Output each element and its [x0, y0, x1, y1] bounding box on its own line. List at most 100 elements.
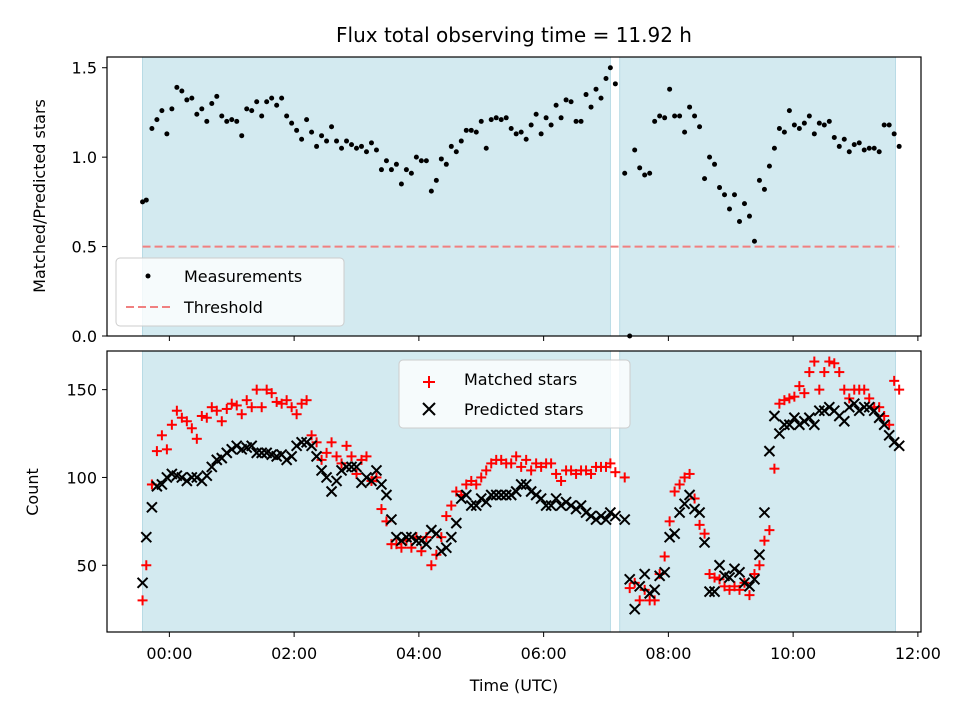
- y-tick-label: 0.0: [72, 327, 97, 346]
- predicted-star-point: [683, 489, 696, 501]
- measurement-point: [143, 197, 149, 203]
- predicted-star-point: [525, 485, 537, 498]
- measurement-point: [632, 147, 638, 153]
- matched-star-point: [516, 461, 527, 472]
- measurement-point: [259, 113, 265, 119]
- predicted-star-point: [360, 471, 373, 484]
- matched-star-point: [331, 451, 342, 462]
- measurement-point: [612, 81, 618, 87]
- measurement-point: [358, 143, 364, 149]
- predicted-star-point: [803, 412, 816, 424]
- matched-star-point: [669, 486, 680, 497]
- measurement-point: [538, 131, 544, 137]
- predicted-star-point: [668, 527, 681, 540]
- matched-star-point: [361, 451, 372, 462]
- measurement-point: [861, 147, 867, 153]
- matched-star-point: [166, 419, 177, 430]
- legend-measurements-marker: [145, 273, 151, 279]
- legend-matched-label: Matched stars: [464, 370, 577, 389]
- predicted-star-point: [763, 445, 776, 457]
- measurement-point: [299, 136, 305, 142]
- matched-star-point: [216, 416, 227, 427]
- top-panel-frame: [106, 56, 922, 337]
- predicted-star-point: [410, 534, 423, 547]
- measurement-point: [264, 99, 270, 105]
- measurement-point: [761, 186, 767, 192]
- measurement-point: [791, 122, 797, 128]
- predicted-star-point: [455, 492, 467, 505]
- matched-star-point: [889, 375, 900, 386]
- y-tick-label: 100: [66, 468, 97, 487]
- measurement-point: [756, 177, 762, 183]
- matched-star-point: [859, 384, 870, 395]
- predicted-star-point: [708, 585, 721, 598]
- measurement-point: [826, 118, 832, 124]
- predicted-star-point: [315, 464, 328, 477]
- matched-star-point: [779, 395, 790, 406]
- matched-star-point: [819, 367, 830, 378]
- measurement-point: [657, 113, 663, 119]
- top-legend: Measurements Threshold: [115, 257, 345, 327]
- predicted-star-point: [285, 450, 298, 463]
- matched-star-point: [814, 384, 825, 395]
- measurement-point: [408, 170, 414, 176]
- measurement-point: [438, 156, 444, 162]
- predicted-star-point: [808, 419, 821, 431]
- matched-star-point: [316, 454, 327, 465]
- matched-star-point: [874, 402, 885, 413]
- predicted-star-point: [226, 443, 238, 456]
- predicted-star-point: [535, 492, 547, 505]
- predicted-star-point: [893, 440, 905, 452]
- matched-star-point: [799, 388, 810, 399]
- measurement-point: [528, 122, 534, 128]
- predicted-star-point: [181, 475, 193, 487]
- measurement-point: [741, 201, 747, 207]
- measurement-point: [174, 84, 180, 90]
- matched-star-point: [326, 437, 337, 448]
- measurement-point: [731, 192, 737, 198]
- predicted-star-point: [201, 469, 213, 482]
- measurement-point: [871, 145, 877, 151]
- measurement-point: [388, 167, 394, 173]
- matched-star-point: [137, 595, 148, 606]
- matched-star-point: [506, 458, 517, 469]
- matched-star-point: [610, 467, 621, 478]
- matched-star-point: [221, 403, 232, 414]
- matched-star-point: [161, 444, 172, 455]
- predicted-star-point: [723, 571, 736, 584]
- matched-star-point: [266, 388, 277, 399]
- predicted-star-point: [748, 573, 761, 586]
- predicted-star-point: [250, 447, 263, 459]
- predicted-star-point: [838, 415, 850, 427]
- matched-star-point: [684, 468, 695, 479]
- predicted-star-point: [883, 429, 895, 442]
- measurement-point: [149, 126, 155, 132]
- measurement-point: [274, 102, 280, 108]
- measurement-point: [249, 108, 255, 114]
- measurement-point: [234, 118, 240, 124]
- measurement-point: [398, 181, 404, 187]
- measurement-point: [164, 131, 170, 137]
- measurement-point: [563, 97, 569, 103]
- measurement-point: [279, 95, 285, 101]
- predicted-star-point: [515, 478, 527, 491]
- matched-star-point: [201, 412, 212, 423]
- measurement-point: [558, 115, 564, 121]
- predicted-star-point: [246, 440, 258, 452]
- x-tick-label: 06:00: [521, 644, 567, 663]
- predicted-star-point: [365, 475, 378, 487]
- measurement-point: [209, 101, 215, 106]
- predicted-star-point: [663, 531, 676, 543]
- measurement-point: [568, 99, 574, 105]
- matched-star-point: [759, 535, 770, 546]
- measurement-point: [478, 118, 484, 124]
- predicted-star-point: [878, 419, 890, 431]
- matched-star-point: [784, 393, 795, 404]
- matched-star-point: [286, 402, 297, 413]
- measurement-point: [199, 106, 205, 112]
- measurement-point: [821, 122, 827, 128]
- x-tick-label: 12:00: [895, 644, 941, 663]
- measurement-point: [254, 99, 260, 105]
- chart-title: Flux total observing time = 11.92 h: [336, 23, 692, 47]
